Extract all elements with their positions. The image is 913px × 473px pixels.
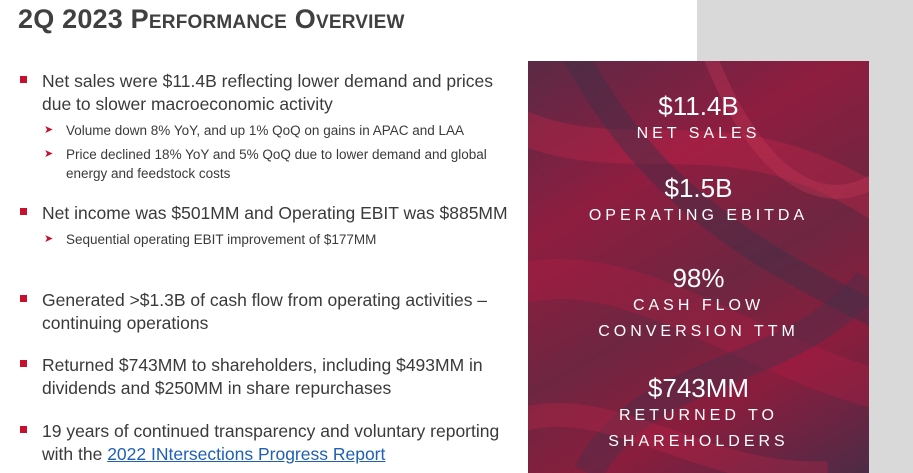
metric-label-line1: RETURNED TO — [619, 407, 778, 424]
metric-cash-flow-conversion: 98% CASH FLOW CONVERSION TTM — [528, 263, 869, 345]
square-bullet-icon — [20, 208, 27, 215]
bullet-shareholder-returns: Returned $743MM to shareholders, includi… — [18, 354, 518, 400]
metric-label: OPERATING EBITDA — [588, 207, 809, 224]
bullet-text: Generated >$1.3B of cash flow from opera… — [42, 290, 488, 333]
metric-label-line1: CASH FLOW — [632, 297, 765, 314]
square-bullet-icon — [20, 426, 27, 433]
panel-swoosh-background — [528, 61, 869, 473]
arrowhead-sub-bullet-icon: ➤ — [44, 233, 54, 245]
bullet-text: Net sales were $11.4B reflecting lower d… — [42, 71, 494, 114]
page-title: 2Q 2023 Performance Overview — [18, 4, 405, 34]
arrowhead-sub-bullet-icon: ➤ — [44, 148, 54, 160]
metric-value: $743MM — [647, 373, 750, 403]
sub-bullet-text: Volume down 8% YoY, and up 1% QoQ on gai… — [66, 123, 465, 138]
sub-bullet-ebit: ➤ Sequential operating EBIT improvement … — [44, 230, 494, 249]
bullet-text-prefix: 19 years of continued transparency and v… — [42, 421, 500, 464]
metric-label: NET SALES — [636, 125, 761, 142]
metric-operating-ebitda: $1.5B OPERATING EBITDA — [528, 173, 869, 229]
sub-bullet-price: ➤ Price declined 18% YoY and 5% QoQ due … — [44, 145, 494, 183]
metric-value: $1.5B — [664, 173, 733, 203]
square-bullet-icon — [20, 360, 27, 367]
metric-label-line2: SHAREHOLDERS — [608, 433, 789, 450]
square-bullet-icon — [20, 295, 27, 302]
metric-label-line2: CONVERSION TTM — [598, 323, 799, 340]
metric-value: 98% — [672, 263, 725, 293]
bullet-net-income: Net income was $501MM and Operating EBIT… — [18, 202, 518, 249]
sub-bullet-text: Sequential operating EBIT improvement of… — [66, 232, 377, 247]
bullet-text: Returned $743MM to shareholders, includi… — [42, 355, 483, 398]
arrowhead-sub-bullet-icon: ➤ — [44, 124, 54, 136]
metric-returned-to-shareholders: $743MM RETURNED TO SHAREHOLDERS — [528, 373, 869, 455]
progress-report-link[interactable]: 2022 INtersections Progress Report — [107, 444, 386, 464]
metric-net-sales: $11.4B NET SALES — [528, 91, 869, 147]
bullet-net-sales: Net sales were $11.4B reflecting lower d… — [18, 70, 518, 183]
sub-bullet-text: Price declined 18% YoY and 5% QoQ due to… — [66, 147, 487, 181]
metric-value: $11.4B — [658, 91, 739, 121]
key-metrics-panel: $11.4B NET SALES $1.5B OPERATING EBITDA … — [528, 61, 869, 473]
bullet-cash-flow: Generated >$1.3B of cash flow from opera… — [18, 289, 518, 335]
square-bullet-icon — [20, 76, 27, 83]
bullet-transparency: 19 years of continued transparency and v… — [18, 420, 518, 466]
bullet-text: Net income was $501MM and Operating EBIT… — [42, 203, 508, 223]
sub-bullet-volume: ➤ Volume down 8% YoY, and up 1% QoQ on g… — [44, 121, 494, 140]
bullet-text: 19 years of continued transparency and v… — [42, 420, 518, 466]
